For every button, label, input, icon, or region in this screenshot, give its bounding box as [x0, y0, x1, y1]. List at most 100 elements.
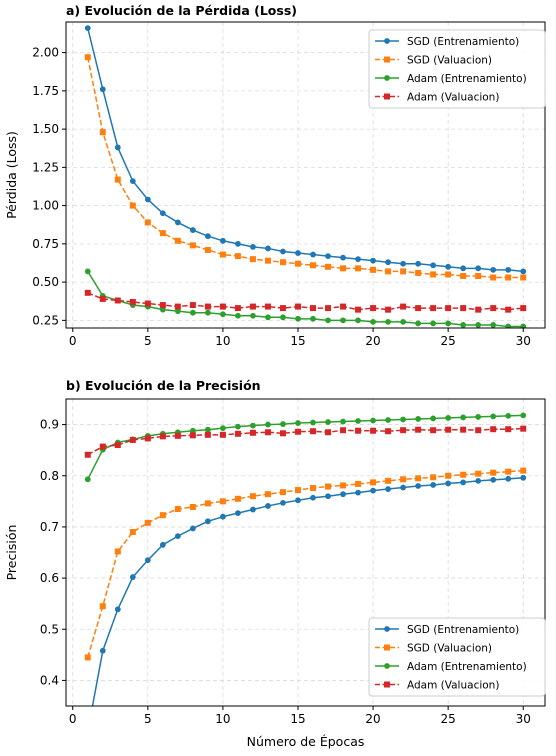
data-point — [264, 429, 271, 436]
data-point — [460, 426, 467, 433]
data-point — [144, 300, 151, 307]
data-point — [430, 262, 437, 269]
legend-box — [368, 617, 546, 697]
data-point — [385, 259, 391, 266]
data-point — [264, 257, 271, 264]
data-point — [189, 503, 196, 510]
data-point — [220, 237, 226, 244]
data-point — [430, 474, 437, 481]
data-point — [204, 518, 211, 525]
axes-frame — [65, 21, 546, 329]
data-point — [234, 305, 241, 312]
data-point — [340, 303, 347, 310]
series-0 — [84, 25, 527, 275]
series-line — [87, 427, 524, 456]
data-point — [475, 470, 482, 477]
legend-marker — [384, 38, 390, 44]
data-point — [430, 271, 437, 278]
x-tick-label: 20 — [365, 712, 380, 726]
y-tick-label: 1.50 — [32, 122, 59, 136]
data-point — [400, 427, 407, 434]
data-point — [279, 305, 286, 312]
data-point — [310, 262, 317, 269]
data-point — [415, 483, 422, 489]
x-tick-label: 15 — [290, 712, 305, 726]
data-point — [219, 498, 226, 505]
data-point — [174, 506, 181, 513]
data-point — [475, 414, 482, 420]
data-point — [220, 513, 226, 520]
x-tick-label: 0 — [69, 334, 77, 348]
data-point — [370, 427, 377, 434]
data-point — [385, 268, 392, 275]
data-point — [204, 309, 211, 316]
legend-item: SGD (Valuacion) — [375, 643, 492, 655]
data-point — [340, 254, 346, 261]
data-point — [280, 499, 286, 506]
data-point — [310, 315, 316, 322]
data-point — [400, 416, 407, 423]
data-point — [475, 265, 482, 272]
data-point — [370, 257, 376, 264]
data-point — [385, 428, 392, 435]
series-3 — [84, 425, 527, 458]
data-point — [129, 298, 136, 305]
data-point — [370, 417, 376, 424]
data-point — [129, 202, 136, 209]
data-point — [415, 305, 422, 312]
data-point — [279, 489, 286, 496]
legend-marker — [384, 644, 390, 651]
data-point — [505, 306, 512, 313]
data-point — [355, 489, 361, 496]
legend-marker — [384, 663, 390, 669]
data-point — [129, 574, 136, 580]
data-point — [430, 320, 437, 327]
data-point — [325, 483, 332, 490]
data-point — [204, 431, 211, 438]
data-point — [340, 317, 346, 324]
data-point — [475, 306, 482, 313]
data-point — [490, 476, 497, 483]
data-point — [370, 318, 376, 325]
y-tick-label: 2.00 — [32, 46, 59, 60]
data-point — [415, 475, 422, 482]
chart-panel-0: a) Evolución de la Pérdida (Loss) 0 5 10 15 2… — [4, 3, 546, 348]
data-point — [279, 259, 286, 266]
legend-item: SGD (Entrenamiento) — [375, 624, 519, 636]
y-tick-label: 0.7 — [40, 520, 59, 534]
y-tick-label: 0.5 — [40, 622, 59, 636]
data-point — [415, 320, 422, 327]
data-point — [264, 303, 271, 310]
data-point — [445, 472, 452, 479]
data-point — [460, 322, 467, 328]
legend-label: SGD (Entrenamiento) — [407, 624, 519, 636]
data-point — [520, 467, 527, 474]
data-point — [84, 54, 91, 61]
legend-item: Adam (Valuacion) — [375, 680, 499, 692]
data-point — [250, 422, 256, 429]
data-point — [400, 260, 407, 267]
data-point — [280, 248, 286, 255]
data-point — [430, 427, 437, 434]
legend-marker — [384, 626, 390, 632]
y-tick-label: 0.50 — [32, 275, 59, 289]
data-point — [189, 525, 196, 532]
data-point — [490, 469, 497, 476]
data-point — [159, 306, 166, 313]
data-point — [189, 302, 196, 309]
legend-label: SGD (Valuacion) — [407, 55, 492, 67]
data-point — [310, 305, 317, 312]
data-point — [325, 317, 331, 324]
data-point — [264, 491, 271, 498]
axes-frame — [65, 398, 546, 707]
data-point — [445, 415, 452, 421]
data-point — [340, 418, 346, 425]
data-point — [415, 269, 422, 276]
data-point — [505, 475, 512, 482]
data-point — [189, 427, 196, 434]
data-point — [84, 289, 91, 296]
data-point — [445, 480, 452, 487]
data-point — [505, 426, 512, 433]
legend-label: SGD (Entrenamiento) — [407, 36, 519, 48]
series-1 — [84, 54, 527, 281]
